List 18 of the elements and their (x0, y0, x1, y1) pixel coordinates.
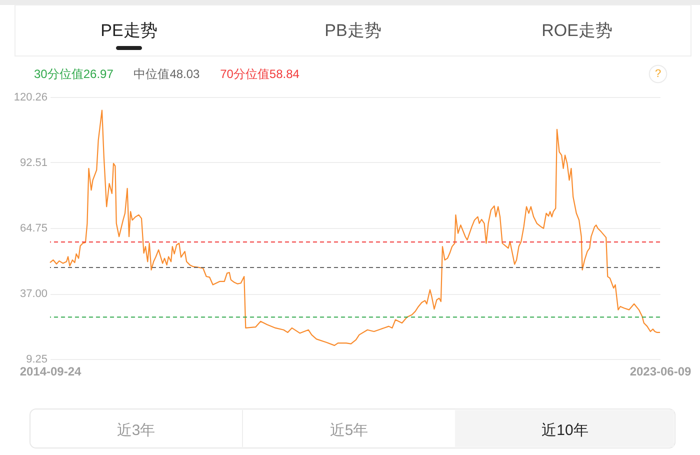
text: PE走势 (100, 21, 158, 40)
text: 近5年 (330, 422, 368, 439)
ref-line-label: 中位值48.03 (134, 67, 200, 81)
y-tick-label: 92.51 (20, 156, 48, 169)
x-tick-label: 2023-06-09 (630, 364, 692, 378)
text: ROE走势 (542, 21, 612, 40)
text: 近3年 (116, 422, 156, 439)
text: ? (654, 68, 662, 80)
y-tick-label: 120.26 (14, 92, 48, 104)
text: PB走势 (324, 21, 382, 40)
y-tick-label: 64.75 (20, 222, 48, 235)
ref-line-label: 70分位值58.84 (220, 67, 300, 81)
x-tick-label: 2014-09-24 (20, 364, 82, 378)
text: 近10年 (542, 422, 588, 439)
ref-line-label: 30分位值26.97 (34, 67, 114, 81)
y-tick-label: 9.25 (26, 354, 48, 366)
line-series (49, 110, 661, 346)
y-tick-label: 37.00 (20, 288, 48, 300)
